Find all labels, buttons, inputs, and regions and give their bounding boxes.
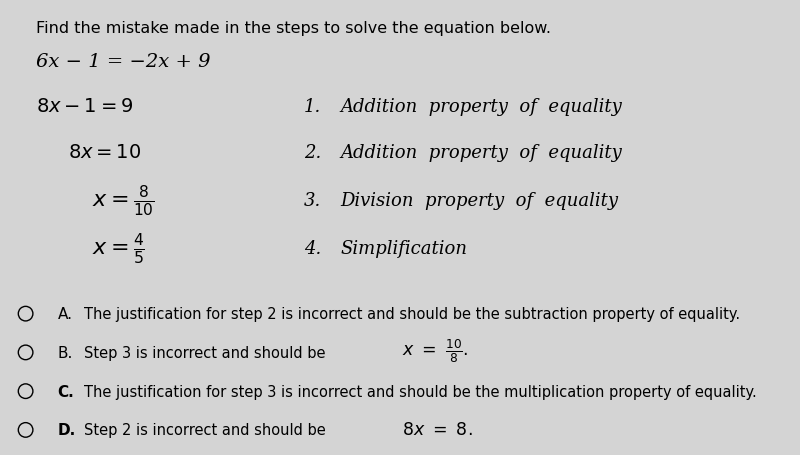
Text: C.: C. bbox=[58, 384, 74, 399]
Text: $x = \frac{8}{10}$: $x = \frac{8}{10}$ bbox=[92, 183, 155, 217]
Text: 1.: 1. bbox=[304, 98, 322, 116]
Text: $8x\ =\ 8.$: $8x\ =\ 8.$ bbox=[402, 421, 473, 439]
Text: Step 2 is incorrect and should be: Step 2 is incorrect and should be bbox=[84, 423, 330, 437]
Text: Simplification: Simplification bbox=[340, 239, 467, 257]
Text: A.: A. bbox=[58, 307, 73, 321]
Text: $8x = 10$: $8x = 10$ bbox=[68, 143, 142, 162]
Text: Addition  property  of  equality: Addition property of equality bbox=[340, 98, 622, 116]
Text: Find the mistake made in the steps to solve the equation below.: Find the mistake made in the steps to so… bbox=[36, 20, 551, 35]
Text: 2.: 2. bbox=[304, 143, 322, 162]
Text: 3.: 3. bbox=[304, 191, 322, 209]
Text: 4.: 4. bbox=[304, 239, 322, 257]
Text: $x\ =\ \frac{10}{8}.$: $x\ =\ \frac{10}{8}.$ bbox=[402, 337, 468, 364]
Text: Division  property  of  equality: Division property of equality bbox=[340, 191, 618, 209]
Text: D.: D. bbox=[58, 423, 76, 437]
Text: The justification for step 2 is incorrect and should be the subtraction property: The justification for step 2 is incorrec… bbox=[84, 307, 740, 321]
Text: Addition  property  of  equality: Addition property of equality bbox=[340, 143, 622, 162]
Text: Step 3 is incorrect and should be: Step 3 is incorrect and should be bbox=[84, 345, 330, 360]
Text: B.: B. bbox=[58, 345, 73, 360]
Text: The justification for step 3 is incorrect and should be the multiplication prope: The justification for step 3 is incorrec… bbox=[84, 384, 757, 399]
Text: $x = \frac{4}{5}$: $x = \frac{4}{5}$ bbox=[92, 231, 145, 265]
Text: 6x − 1 = −2x + 9: 6x − 1 = −2x + 9 bbox=[36, 52, 210, 71]
Text: $8x - 1 = 9$: $8x - 1 = 9$ bbox=[36, 98, 134, 116]
